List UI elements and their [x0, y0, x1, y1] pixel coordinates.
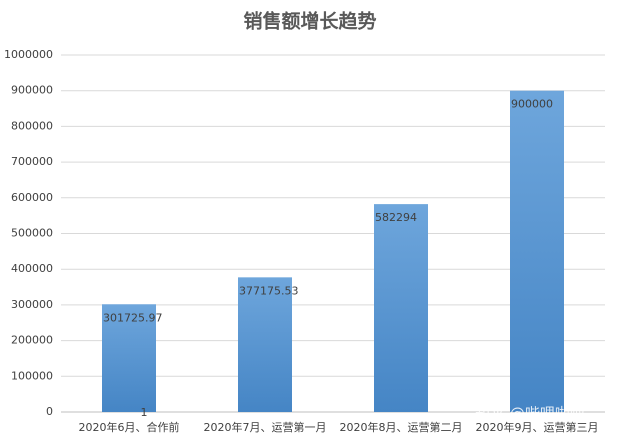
x-tick-label: 2020年8月、运营第二月 — [340, 420, 463, 434]
annotation: 1 — [141, 406, 148, 419]
bar — [510, 90, 564, 412]
data-label: 900000 — [511, 98, 553, 111]
x-tick-label: 2020年9月、运营第三月 — [476, 420, 599, 434]
x-tick-label: 2020年6月、合作前 — [79, 420, 180, 434]
y-tick-label: 500000 — [11, 227, 53, 240]
y-tick-label: 200000 — [11, 334, 53, 347]
bar — [374, 204, 428, 412]
data-label: 582294 — [375, 211, 417, 224]
x-tick-label: 2020年7月、运营第一月 — [204, 420, 327, 434]
bar — [102, 304, 156, 412]
y-tick-label: 0 — [46, 405, 53, 418]
data-label: 377175.53 — [239, 284, 299, 297]
bar — [238, 277, 292, 412]
y-tick-label: 300000 — [11, 298, 53, 311]
y-tick-label: 900000 — [11, 84, 53, 97]
y-tick-label: 400000 — [11, 262, 53, 275]
y-tick-label: 1000000 — [4, 48, 53, 61]
y-tick-label: 700000 — [11, 155, 53, 168]
y-tick-label: 600000 — [11, 191, 53, 204]
data-label: 301725.97 — [103, 311, 163, 324]
watermark: 知乎 @哔哩啪啦 — [475, 405, 585, 423]
y-tick-label: 800000 — [11, 119, 53, 132]
y-tick-label: 100000 — [11, 369, 53, 382]
chart-title: 销售额增长趋势 — [243, 10, 376, 33]
